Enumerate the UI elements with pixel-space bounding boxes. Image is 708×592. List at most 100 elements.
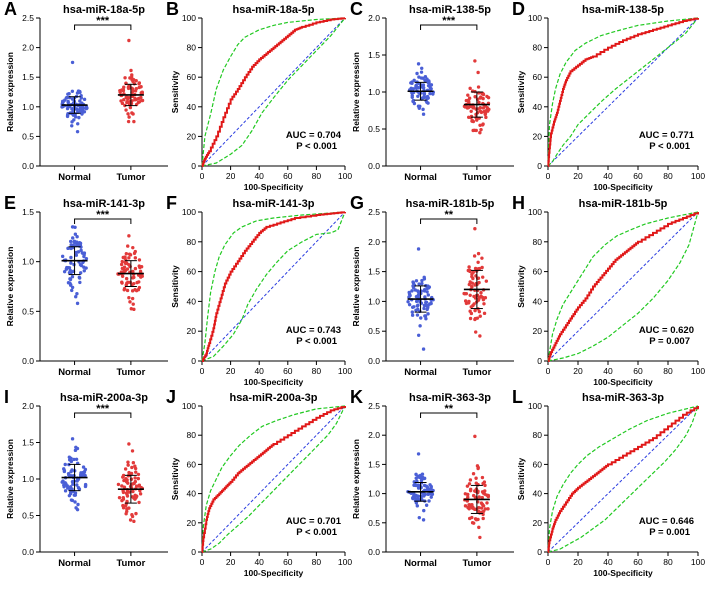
data-point-normal (415, 304, 420, 308)
data-point-tumor (478, 131, 482, 135)
data-point-tumor (129, 101, 134, 106)
data-point-tumor (137, 81, 142, 85)
data-point-tumor (473, 95, 477, 99)
y-tick-label: 40 (187, 102, 197, 112)
x-tick-label-tumor: Tumor (116, 172, 145, 183)
data-point-normal (76, 502, 80, 507)
p-value-label: P < 0.001 (296, 141, 337, 152)
x-tick-label: 0 (200, 171, 205, 181)
y-tick-label: 1.0 (368, 489, 380, 499)
reference-diagonal (201, 211, 346, 362)
data-point-tumor (124, 512, 128, 516)
data-point-tumor (468, 316, 473, 321)
y-tick-label: 0.5 (368, 326, 380, 336)
data-point-normal (61, 100, 65, 104)
y-tick-label: 20 (187, 518, 197, 528)
p-value-label: P < 0.001 (296, 527, 337, 538)
data-point-tumor (130, 495, 135, 499)
data-point-tumor (476, 70, 480, 75)
data-point-normal (412, 493, 416, 497)
data-point-tumor (116, 482, 121, 487)
data-point-normal (422, 306, 426, 311)
data-point-normal (422, 508, 426, 513)
y-tick-label: 80 (187, 430, 197, 440)
data-point-tumor (486, 493, 490, 498)
ci-upper-line (547, 17, 699, 167)
data-point-tumor (138, 269, 143, 273)
data-point-tumor (123, 76, 127, 80)
data-point-tumor (467, 96, 472, 100)
data-point-tumor (473, 266, 478, 271)
data-point-tumor (474, 481, 478, 485)
data-point-tumor (121, 503, 125, 508)
data-point-tumor (130, 111, 134, 115)
y-tick-label: 0.0 (22, 161, 34, 171)
data-point-normal (417, 282, 421, 286)
x-tick-label-normal: Normal (58, 558, 91, 569)
data-point-tumor (485, 501, 489, 505)
data-point-tumor (477, 297, 481, 301)
data-point-tumor (137, 258, 142, 262)
data-point-normal (69, 474, 74, 478)
data-point-normal (416, 483, 420, 487)
y-tick-label: 0 (191, 356, 196, 366)
x-axis-label: 100-Specificity (244, 377, 304, 387)
data-point-normal (75, 129, 80, 134)
y-tick-label: 1.5 (22, 207, 34, 217)
data-point-tumor (123, 255, 127, 259)
data-point-normal (414, 279, 419, 283)
data-point-normal (415, 71, 419, 76)
data-point-normal (419, 70, 424, 74)
y-tick-label: 1.5 (368, 459, 380, 469)
data-point-tumor (480, 495, 484, 500)
y-tick-label: 2.0 (22, 43, 34, 53)
data-point-tumor (481, 516, 485, 521)
significance-label: *** (96, 403, 110, 415)
x-tick-label: 40 (603, 171, 613, 181)
ci-lower-line (201, 405, 346, 553)
y-tick-label: 2.0 (368, 13, 380, 23)
y-tick-label: 40 (533, 102, 543, 112)
y-tick-label: 1.5 (22, 438, 34, 448)
x-tick-label-normal: Normal (58, 172, 91, 183)
x-tick-label: 0 (200, 557, 205, 567)
ci-upper-line (201, 405, 346, 553)
data-point-normal (421, 107, 425, 112)
x-tick-label: 100 (338, 366, 352, 376)
data-point-tumor (480, 256, 484, 260)
data-point-tumor (484, 109, 488, 113)
y-tick-label: 20 (187, 326, 197, 336)
data-point-normal (70, 437, 75, 441)
data-point-normal (424, 303, 428, 308)
x-tick-label: 0 (546, 366, 551, 376)
data-point-normal (81, 260, 85, 265)
data-point-normal (65, 114, 70, 119)
roc-curve (202, 211, 346, 362)
data-point-tumor (481, 481, 485, 486)
panel-title: hsa-miR-141-3p (63, 198, 145, 210)
data-point-normal (73, 500, 77, 504)
data-point-normal (416, 104, 421, 108)
panel-label: H (512, 193, 525, 213)
y-tick-label: 0.5 (368, 518, 380, 528)
data-point-tumor (128, 105, 133, 110)
data-point-tumor (126, 85, 131, 89)
data-point-tumor (471, 106, 475, 110)
data-point-tumor (134, 79, 138, 83)
data-point-tumor (468, 293, 472, 297)
data-point-tumor (127, 442, 131, 446)
data-point-tumor (129, 482, 134, 487)
data-point-normal (82, 269, 86, 273)
data-point-normal (424, 300, 429, 305)
y-tick-label: 1.0 (368, 87, 380, 97)
data-point-normal (424, 503, 429, 507)
significance-bracket (74, 412, 132, 418)
y-tick-label: 2.0 (368, 237, 380, 247)
data-point-normal (84, 256, 89, 261)
data-point-tumor (481, 275, 485, 279)
data-point-tumor (469, 109, 473, 114)
data-point-normal (68, 282, 73, 287)
